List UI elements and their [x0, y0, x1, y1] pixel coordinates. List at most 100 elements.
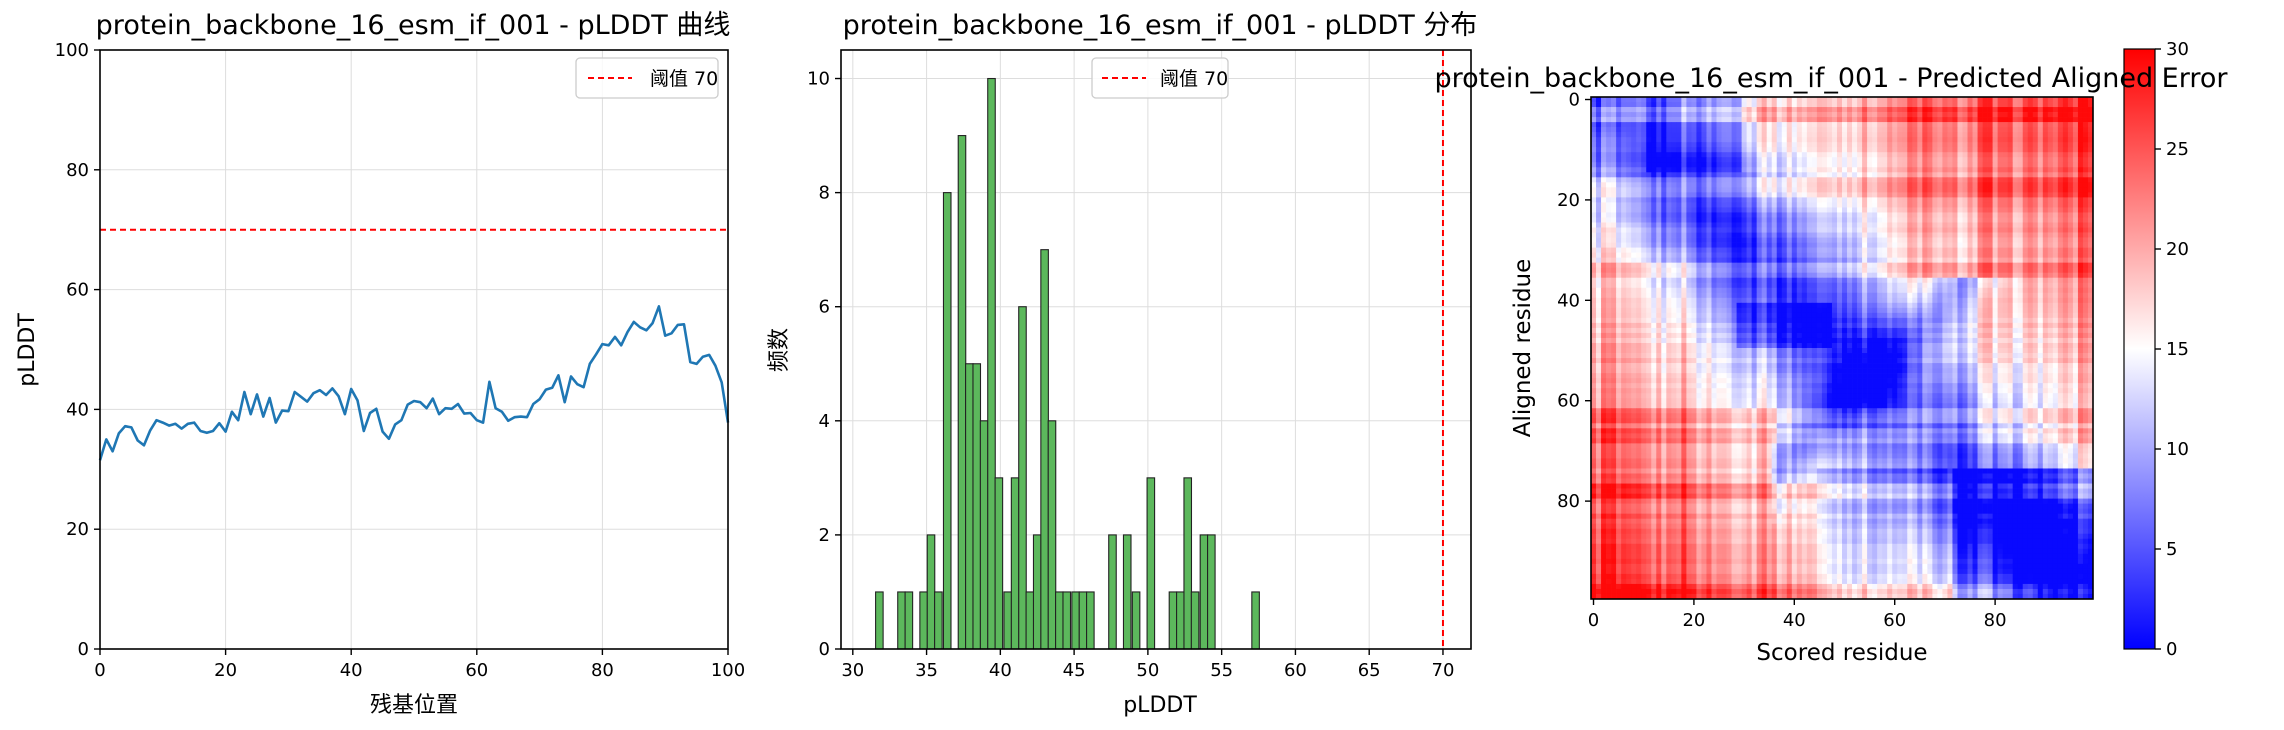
heatmap-cell	[1656, 172, 1662, 178]
line-chart-legend: 阈值 70	[575, 57, 719, 99]
heatmap-cell	[2022, 117, 2029, 123]
heatmap-cell	[1641, 237, 1647, 243]
heatmap-cell	[1962, 207, 1968, 213]
heatmap-cell	[1761, 132, 1768, 138]
heatmap-cell	[1867, 242, 1873, 248]
heatmap-cell	[2042, 147, 2049, 153]
heatmap-cell	[1651, 167, 1657, 173]
heatmap-cell	[1902, 242, 1908, 248]
heatmap-cell	[1746, 257, 1752, 264]
heatmap-cell	[2082, 182, 2089, 188]
heatmap-cell	[1887, 227, 1893, 233]
heatmap-cell	[1591, 107, 1597, 113]
heatmap-cell	[1842, 287, 1848, 294]
heatmap-cell	[1766, 282, 1773, 289]
heatmap-cell	[2042, 242, 2049, 248]
heatmap-cell	[1756, 287, 1763, 294]
heatmap-cell	[1801, 232, 1808, 238]
heatmap-cell	[1877, 132, 1883, 138]
heatmap-cell	[1606, 142, 1612, 148]
heatmap-cell	[2072, 237, 2079, 243]
heatmap-cell	[1887, 222, 1893, 228]
heatmap-cell	[1967, 207, 1973, 213]
heatmap-cell	[1676, 262, 1682, 269]
heatmap-cell	[1641, 222, 1647, 228]
heatmap-cell	[1927, 312, 1933, 319]
heatmap-cell	[2027, 97, 2034, 103]
heatmap-cell	[1701, 177, 1707, 183]
heatmap-cell	[2017, 247, 2024, 253]
heatmap-cell	[1801, 197, 1808, 203]
heatmap-cell	[2062, 217, 2069, 223]
heatmap-cell	[1731, 247, 1737, 253]
heatmap-cell	[1952, 117, 1958, 123]
heatmap-cell	[1867, 312, 1873, 319]
heatmap-cell	[1776, 147, 1783, 153]
heatmap-cell	[1786, 227, 1793, 233]
heatmap-cell	[1836, 192, 1843, 198]
heatmap-cell	[1631, 292, 1637, 299]
heatmap-cell	[2057, 122, 2064, 128]
heatmap-cell	[2002, 332, 2009, 339]
heatmap-cell	[1741, 337, 1747, 344]
heatmap-cell	[1836, 227, 1843, 233]
heatmap-cell	[1761, 177, 1768, 183]
heatmap-cell	[1957, 197, 1963, 203]
heatmap-cell	[1831, 132, 1838, 138]
heatmap-cell	[1811, 332, 1818, 339]
heatmap-cell	[1982, 107, 1988, 113]
heatmap-cell	[1606, 102, 1612, 108]
heatmap-cell	[1962, 197, 1968, 203]
heatmap-cell	[1706, 132, 1712, 138]
heatmap-cell	[1741, 227, 1747, 233]
heatmap-cell	[2007, 282, 2014, 289]
heatmap-cell	[1912, 97, 1918, 103]
heatmap-cell	[1716, 272, 1722, 279]
heatmap-cell	[1776, 252, 1783, 258]
heatmap-cell	[1836, 282, 1843, 289]
heatmap-cell	[1842, 217, 1848, 223]
heatmap-cell	[1917, 267, 1923, 274]
heatmap-cell	[1826, 317, 1833, 324]
heatmap-cell	[1831, 187, 1838, 193]
heatmap-cell	[1771, 197, 1778, 203]
heatmap-cell	[2062, 317, 2069, 324]
heatmap-cell	[1982, 332, 1988, 339]
heatmap-cell	[1937, 247, 1943, 253]
heatmap-cell	[1796, 127, 1803, 133]
heatmap-cell	[2002, 192, 2009, 198]
heatmap-cell	[1816, 252, 1823, 258]
heatmap-cell	[1826, 327, 1833, 334]
heatmap-cell	[1831, 247, 1838, 253]
heatmap-cell	[1972, 132, 1978, 138]
heatmap-cell	[1661, 242, 1667, 248]
heatmap-cell	[1862, 182, 1868, 188]
heatmap-cell	[1701, 102, 1707, 108]
heatmap-cell	[1786, 337, 1793, 344]
heatmap-cell	[2082, 102, 2089, 108]
heatmap-cell	[1952, 327, 1958, 334]
heatmap-cell	[1801, 307, 1808, 314]
heatmap-cell	[1696, 142, 1702, 148]
heatmap-cell	[1786, 202, 1793, 208]
heatmap-cell	[1676, 302, 1682, 309]
heatmap-cell	[1656, 327, 1662, 334]
heatmap-cell	[1736, 157, 1742, 163]
heatmap-cell	[1977, 287, 1983, 294]
heatmap-cell	[1917, 232, 1923, 238]
heatmap-cell	[1661, 277, 1667, 284]
heatmap-cell	[1972, 332, 1978, 339]
heatmap-cell	[2007, 152, 2014, 158]
heatmap-cell	[1957, 192, 1963, 198]
heatmap-cell	[2087, 247, 2094, 253]
heatmap-cell	[1746, 132, 1752, 138]
heatmap-cell	[1626, 197, 1632, 203]
heatmap-cell	[1601, 332, 1607, 339]
heatmap-cell	[1992, 212, 1998, 218]
heatmap-cell	[1721, 242, 1727, 248]
heatmap-cell	[1992, 272, 1998, 279]
heatmap-cell	[1796, 302, 1803, 309]
heatmap-cell	[1611, 147, 1617, 153]
heatmap-cell	[1696, 217, 1702, 223]
heatmap-cell	[1706, 312, 1712, 319]
